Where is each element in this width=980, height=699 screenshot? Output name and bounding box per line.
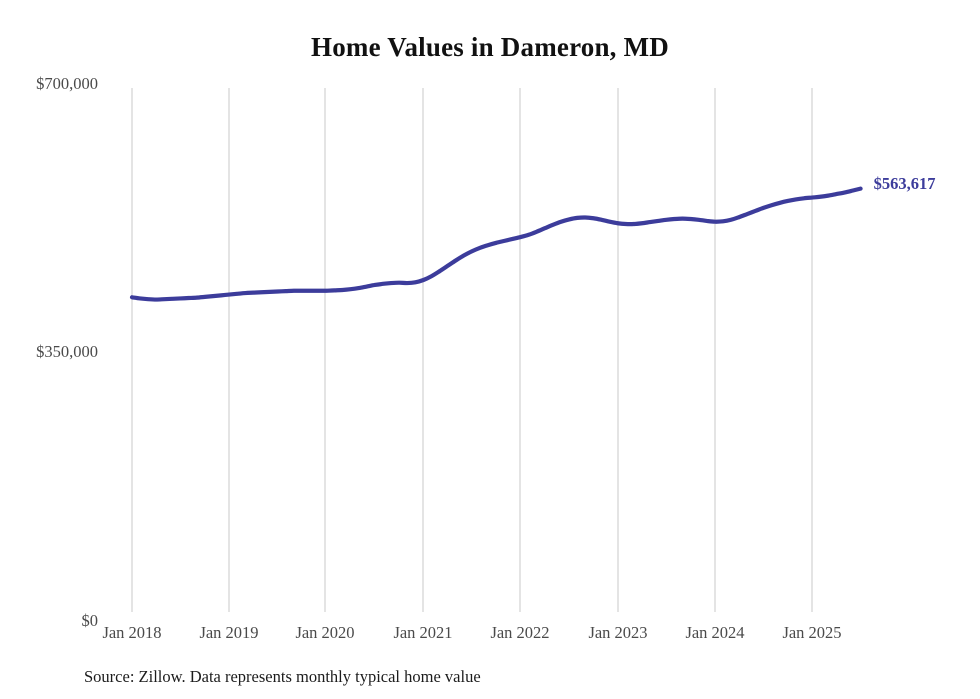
x-tick-label: Jan 2023 [588,623,648,642]
x-tick-label: Jan 2018 [102,623,162,642]
source-note: Source: Zillow. Data represents monthly … [84,667,481,686]
gridlines [131,88,813,612]
x-tick-label: Jan 2022 [490,623,550,642]
end-value-annotation: $563,617 [873,173,936,193]
x-tick-label: Jan 2021 [393,623,453,642]
x-tick-label: Jan 2019 [199,623,259,642]
data-line-layer [129,186,863,302]
x-tick-label: Jan 2020 [295,623,355,642]
x-tick-label: Jan 2025 [782,623,842,642]
data-line [129,186,863,302]
x-tick-label: Jan 2024 [685,623,745,642]
chart-title: Home Values in Dameron, MD [311,32,669,62]
y-tick-label: $350,000 [36,342,98,361]
y-axis-labels: $700,000 $350,000 $0 [0,0,98,699]
y-tick-label: $0 [81,611,99,630]
y-tick-label: $700,000 [36,74,98,93]
plot-area [110,84,890,621]
